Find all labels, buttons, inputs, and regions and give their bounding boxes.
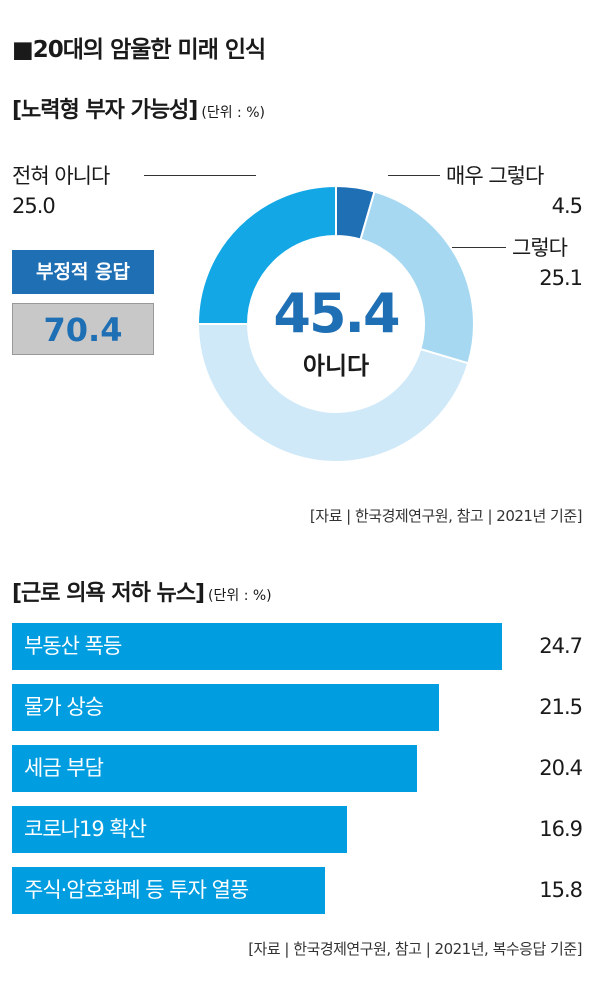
donut-unit: (단위 : %)	[201, 105, 265, 121]
bar-value: 16.9	[539, 817, 583, 841]
label-strongly-agree: 매우 그렇다	[446, 164, 544, 188]
donut-slice	[196, 184, 337, 325]
bar-unit: (단위 : %)	[208, 588, 272, 604]
donut-center-label: 아니다	[303, 352, 369, 380]
donut-hole	[249, 237, 423, 411]
bar-title-text: [근로 의욕 저하 뉴스]	[12, 581, 205, 606]
donut-slice	[196, 323, 470, 463]
bar-value: 15.8	[539, 878, 583, 902]
bar-value: 21.5	[539, 695, 583, 719]
negative-badge-label: 부정적 응답	[12, 250, 154, 294]
bar-label: 세금 부담	[24, 756, 104, 780]
bar-section-title: [근로 의욕 저하 뉴스] (단위 : %)	[12, 575, 272, 607]
bar-label: 부동산 폭등	[24, 634, 122, 658]
bar-label: 코로나19 확산	[24, 817, 147, 841]
value-strongly-agree: 4.5	[551, 194, 583, 218]
bar	[12, 684, 439, 731]
leader-strongly-agree	[388, 175, 440, 176]
value-strongly-disagree: 25.0	[12, 194, 56, 218]
donut-center-value: 45.4	[273, 282, 399, 345]
source-note-2: [자료 | 한국경제연구원, 참고 | 2021년, 복수응답 기준]	[248, 940, 582, 958]
donut-title-text: [노력형 부자 가능성]	[12, 98, 198, 123]
leader-strongly-disagree	[144, 175, 256, 176]
negative-badge-value: 70.4	[12, 303, 154, 355]
donut-chart: 45.4 아니다	[196, 184, 475, 463]
source-note-1: [자료 | 한국경제연구원, 참고 | 2021년 기준]	[309, 507, 583, 525]
donut-slice	[359, 190, 475, 365]
leader-agree	[452, 247, 506, 248]
bar	[12, 623, 502, 670]
bar-value: 20.4	[539, 756, 583, 780]
bar-value: 24.7	[539, 634, 583, 658]
bar	[12, 806, 347, 853]
value-agree: 25.1	[539, 266, 583, 290]
bar-label: 물가 상승	[24, 695, 104, 719]
donut-section-title: [노력형 부자 가능성] (단위 : %)	[12, 92, 265, 124]
main-title: ■20대의 암울한 미래 인식	[12, 37, 266, 63]
bar-label: 주식·암호화폐 등 투자 열풍	[24, 878, 249, 902]
label-agree: 그렇다	[512, 236, 568, 260]
bar	[12, 867, 325, 914]
label-strongly-disagree: 전혀 아니다	[12, 164, 110, 188]
bar	[12, 745, 417, 792]
